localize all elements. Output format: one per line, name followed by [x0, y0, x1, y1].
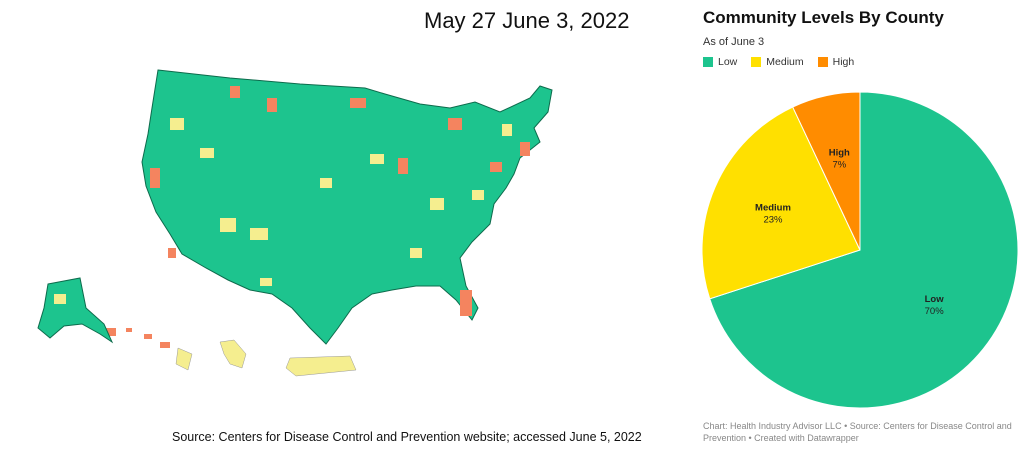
slice-label-high: High: [829, 147, 850, 158]
legend-label: High: [832, 56, 855, 68]
territory-shape: [219, 339, 247, 369]
high-level-counties: [106, 86, 530, 336]
map-title: May 27 June 3, 2022: [424, 8, 630, 33]
chart-legend: Low Medium High: [703, 56, 854, 68]
pie-chart: Low 70% Medium 23% High 7%: [700, 90, 1020, 410]
chart-subtitle: As of June 3: [703, 36, 765, 48]
pie-slice-high: [792, 91, 861, 251]
legend-label: Medium: [766, 56, 804, 68]
alaska-shape: [37, 277, 114, 344]
chart-title: Community Levels By County: [703, 8, 944, 27]
legend-swatch: [703, 57, 713, 67]
legend-swatch: [817, 57, 828, 67]
legend-item-high: High: [817, 56, 855, 68]
legend-swatch: [751, 57, 762, 67]
slice-label-low: Low: [925, 294, 945, 305]
continental-us-shape: [141, 69, 553, 345]
map-source: Source: Centers for Disease Control and …: [172, 430, 642, 444]
legend-label: Low: [718, 56, 738, 68]
legend-item-medium: Medium: [751, 56, 804, 68]
slice-label-medium: Medium: [755, 202, 791, 213]
us-community-level-map: [20, 58, 620, 398]
map-svg: [37, 69, 553, 377]
pie-slice-low: [709, 91, 1019, 409]
chart-credit: Chart: Health Industry Advisor LLC • Sou…: [703, 421, 1012, 443]
slice-value-high: 7%: [832, 159, 846, 170]
slice-value-low: 70%: [925, 306, 945, 317]
legend-item-low: Low: [703, 56, 737, 68]
medium-level-counties: [170, 118, 512, 286]
puerto-rico-shape: [285, 355, 357, 377]
pie-slice-medium: [701, 106, 861, 300]
slice-value-medium: 23%: [763, 214, 783, 225]
hawaii-shape: [126, 328, 193, 371]
